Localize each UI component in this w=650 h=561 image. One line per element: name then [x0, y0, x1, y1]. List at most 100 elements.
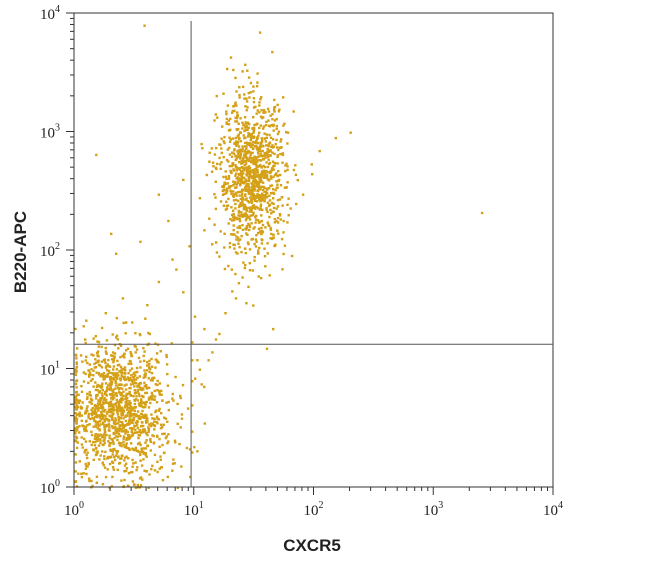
data-point [246, 156, 249, 160]
data-point [146, 364, 149, 367]
data-point [301, 193, 305, 196]
data-point [258, 163, 262, 167]
data-point [103, 441, 106, 445]
data-point [273, 110, 276, 113]
data-point [85, 419, 88, 423]
data-point [80, 475, 84, 479]
data-point [89, 417, 92, 421]
data-point [124, 432, 127, 435]
data-point [133, 402, 137, 406]
data-point [125, 392, 128, 396]
data-point [234, 181, 237, 184]
data-point [173, 439, 177, 442]
data-point [87, 461, 90, 465]
data-point [141, 431, 144, 434]
data-point [269, 237, 272, 240]
data-point [245, 97, 248, 100]
data-point [132, 395, 135, 398]
data-point [191, 404, 194, 407]
data-point [133, 392, 137, 395]
data-point [253, 123, 256, 127]
data-point [154, 410, 157, 414]
data-point [272, 233, 275, 236]
data-point [87, 381, 90, 384]
data-point [233, 109, 236, 113]
data-point [265, 195, 268, 199]
data-point [238, 226, 242, 230]
data-point [123, 406, 127, 409]
data-point [260, 172, 263, 175]
data-point [270, 167, 274, 170]
data-point [261, 181, 265, 184]
data-point [286, 203, 289, 206]
data-point [84, 372, 87, 376]
data-point [266, 252, 269, 255]
data-point [101, 450, 104, 453]
data-point [153, 395, 157, 398]
data-point [137, 392, 141, 395]
data-point [155, 415, 159, 418]
data-point [117, 415, 120, 419]
data-point [110, 397, 113, 400]
data-point [262, 195, 266, 198]
data-point [153, 417, 156, 420]
data-point [125, 436, 128, 440]
data-point [263, 255, 267, 258]
data-point [248, 210, 251, 213]
data-point [132, 462, 135, 465]
data-point [253, 242, 256, 246]
data-point [111, 466, 115, 469]
data-point [171, 462, 175, 465]
data-point [222, 204, 225, 207]
data-point [259, 142, 262, 146]
data-point [94, 358, 97, 361]
data-point [136, 466, 139, 469]
data-point [237, 199, 240, 203]
data-point [74, 432, 77, 435]
data-point [115, 408, 119, 411]
data-point [251, 157, 254, 160]
data-point [266, 155, 270, 159]
data-point [223, 189, 227, 192]
data-point [277, 130, 281, 133]
data-point [215, 94, 218, 98]
data-point [74, 412, 77, 415]
data-point [126, 376, 129, 379]
data-point [94, 381, 97, 384]
data-point [238, 194, 241, 197]
data-point [243, 137, 246, 140]
data-point [139, 366, 142, 369]
data-point [123, 464, 127, 467]
data-point [277, 232, 280, 235]
data-point [200, 142, 203, 146]
data-point [260, 139, 264, 142]
data-point [88, 423, 91, 426]
data-point [258, 194, 261, 197]
data-point [244, 178, 247, 181]
data-point [99, 439, 102, 442]
data-point [259, 150, 263, 153]
data-point [251, 147, 255, 151]
data-point [284, 169, 287, 173]
data-point [278, 146, 281, 149]
data-point [114, 417, 117, 420]
data-point [258, 154, 261, 158]
data-point [85, 453, 88, 457]
data-point [125, 383, 128, 386]
data-point [113, 456, 116, 459]
data-point [136, 370, 139, 374]
data-point [141, 450, 144, 453]
data-point [218, 255, 221, 258]
data-point [272, 175, 275, 178]
data-point [75, 440, 78, 443]
data-point [203, 422, 206, 425]
data-point [128, 406, 131, 409]
data-point [241, 276, 244, 279]
data-point [241, 199, 244, 202]
data-point [96, 350, 100, 353]
data-point [260, 185, 263, 188]
data-point [266, 171, 269, 174]
data-point [179, 396, 182, 400]
data-point [143, 401, 146, 404]
data-point [100, 418, 103, 421]
